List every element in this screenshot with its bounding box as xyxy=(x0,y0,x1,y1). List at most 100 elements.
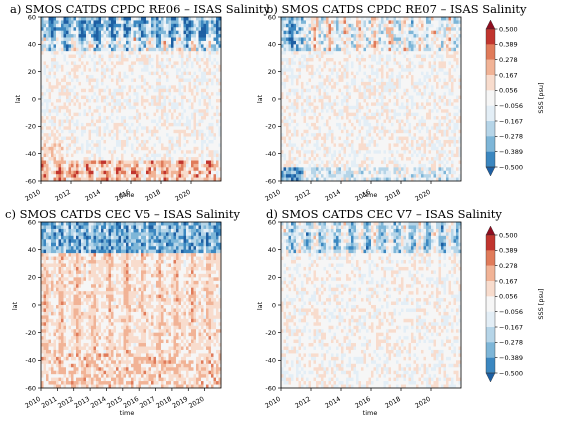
heatmap-cell xyxy=(331,109,334,113)
heatmap-cell xyxy=(193,58,197,62)
heatmap-cell xyxy=(218,81,222,86)
heatmap-cell xyxy=(46,54,49,59)
heatmap-cell xyxy=(178,51,182,55)
heatmap-cell xyxy=(308,92,312,96)
heatmap-cell xyxy=(96,129,99,134)
heatmap-cell xyxy=(41,44,44,49)
heatmap-cell xyxy=(288,116,292,120)
heatmap-cell xyxy=(218,20,222,25)
heatmap-cell xyxy=(121,177,124,182)
heatmap-cell xyxy=(338,64,342,69)
heatmap-cell xyxy=(63,95,67,100)
heatmap-cell xyxy=(56,143,59,148)
heatmap-cell xyxy=(291,75,294,79)
heatmap-cell xyxy=(308,37,312,42)
heatmap-cell xyxy=(176,44,179,49)
heatmap-cell xyxy=(176,140,179,144)
heatmap-cell xyxy=(343,17,347,21)
heatmap-cell xyxy=(321,157,324,161)
heatmap-cell xyxy=(188,85,192,90)
heatmap-cell xyxy=(86,116,89,120)
heatmap-cell xyxy=(48,88,52,93)
heatmap-cell xyxy=(168,75,172,79)
heatmap-cell xyxy=(308,51,312,55)
heatmap-cell xyxy=(341,51,344,55)
heatmap-cell xyxy=(313,64,317,69)
heatmap-cell xyxy=(293,30,297,35)
heatmap-cell xyxy=(131,47,134,52)
heatmap-cell xyxy=(101,102,104,107)
heatmap-cell xyxy=(336,61,339,66)
heatmap-cell xyxy=(96,143,99,148)
heatmap-cell xyxy=(306,81,309,86)
heatmap-cell xyxy=(173,27,177,31)
heatmap-cell xyxy=(61,47,64,52)
heatmap-cell xyxy=(283,177,287,182)
heatmap-cell xyxy=(311,174,314,178)
heatmap-cell xyxy=(113,150,117,154)
heatmap-cell xyxy=(86,112,89,117)
heatmap-cell xyxy=(61,119,64,124)
heatmap-cell xyxy=(286,44,289,49)
heatmap-cell xyxy=(208,153,212,158)
heatmap-cell xyxy=(291,119,294,124)
heatmap-cell xyxy=(141,109,144,113)
heatmap-cell xyxy=(51,102,54,107)
heatmap-cell xyxy=(288,23,292,28)
heatmap-cell xyxy=(163,116,167,120)
heatmap-cell xyxy=(283,119,287,124)
heatmap-cell xyxy=(146,146,149,151)
heatmap-cell xyxy=(128,23,132,28)
heatmap-cell xyxy=(116,44,119,49)
heatmap-cell xyxy=(293,23,297,28)
heatmap-cell xyxy=(208,157,212,161)
heatmap-cell xyxy=(81,27,84,31)
heatmap-cell xyxy=(161,95,164,100)
heatmap-cell xyxy=(323,54,327,59)
heatmap-cell xyxy=(348,116,352,120)
heatmap-cell xyxy=(338,92,342,96)
heatmap-cell xyxy=(336,99,339,103)
heatmap-cell xyxy=(213,119,217,124)
heatmap-cell xyxy=(113,174,117,178)
heatmap-cell xyxy=(178,68,182,72)
heatmap-cell xyxy=(151,136,154,141)
heatmap-cell xyxy=(78,54,82,59)
heatmap-cell xyxy=(336,133,339,137)
heatmap-cell xyxy=(216,133,219,137)
heatmap-cell xyxy=(153,102,157,107)
heatmap-cell xyxy=(91,17,94,21)
heatmap-cell xyxy=(338,40,342,45)
heatmap-cell xyxy=(288,109,292,113)
heatmap-cell xyxy=(98,163,102,168)
heatmap-cell xyxy=(348,44,352,49)
heatmap-cell xyxy=(51,81,54,86)
heatmap-cell xyxy=(358,47,362,52)
heatmap-cell xyxy=(166,47,169,52)
heatmap-cell xyxy=(43,133,47,137)
heatmap-cell xyxy=(83,40,87,45)
heatmap-cell xyxy=(283,51,287,55)
heatmap-cell xyxy=(166,122,169,127)
heatmap-cell xyxy=(68,119,72,124)
heatmap-cell xyxy=(323,34,327,38)
heatmap-cell xyxy=(108,157,112,161)
heatmap-cell xyxy=(161,40,164,45)
heatmap-cell xyxy=(151,20,154,25)
heatmap-cell xyxy=(211,58,214,62)
heatmap-cell xyxy=(166,30,169,35)
heatmap-cell xyxy=(201,140,204,144)
heatmap-cell xyxy=(86,153,89,158)
heatmap-cell xyxy=(58,95,62,100)
heatmap-cell xyxy=(196,40,199,45)
heatmap-cell xyxy=(343,174,347,178)
heatmap-cell xyxy=(341,122,344,127)
heatmap-cell xyxy=(86,68,89,72)
heatmap-cell xyxy=(128,167,132,172)
heatmap-cell xyxy=(73,27,77,31)
heatmap-cell xyxy=(353,126,357,131)
heatmap-cell xyxy=(173,61,177,66)
heatmap-cell xyxy=(143,160,147,165)
heatmap-cell xyxy=(333,75,337,79)
heatmap-cell xyxy=(186,75,189,79)
